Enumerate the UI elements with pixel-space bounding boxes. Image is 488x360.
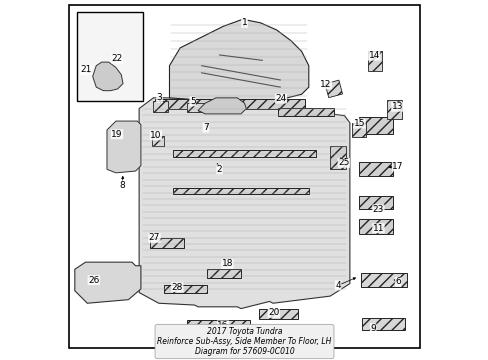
Bar bbox=[278, 108, 333, 116]
Text: 8: 8 bbox=[119, 181, 125, 190]
Text: 12: 12 bbox=[320, 80, 331, 89]
Text: 18: 18 bbox=[221, 260, 233, 269]
Text: 21: 21 bbox=[81, 66, 92, 75]
Text: 20: 20 bbox=[267, 309, 279, 318]
Text: 11: 11 bbox=[372, 224, 384, 233]
Bar bbox=[367, 51, 381, 71]
Bar bbox=[362, 318, 405, 330]
Text: 10: 10 bbox=[150, 131, 162, 140]
Bar bbox=[164, 285, 206, 293]
Bar bbox=[360, 273, 406, 287]
Text: 26: 26 bbox=[88, 275, 99, 284]
Bar bbox=[325, 80, 342, 98]
Text: 19: 19 bbox=[111, 130, 122, 139]
Bar bbox=[155, 99, 305, 109]
Bar bbox=[329, 146, 346, 169]
Text: 6: 6 bbox=[394, 277, 400, 286]
Text: 22: 22 bbox=[111, 54, 122, 63]
Text: 1: 1 bbox=[241, 18, 247, 27]
Bar bbox=[386, 100, 401, 119]
Bar bbox=[358, 162, 392, 176]
Bar bbox=[153, 102, 167, 112]
Text: 24: 24 bbox=[275, 94, 286, 103]
Text: 14: 14 bbox=[368, 51, 379, 60]
Bar bbox=[351, 123, 365, 137]
Text: 28: 28 bbox=[171, 283, 183, 292]
Bar bbox=[77, 12, 142, 102]
Bar bbox=[173, 188, 308, 194]
Bar bbox=[358, 219, 392, 234]
Text: 16: 16 bbox=[217, 321, 228, 330]
Bar bbox=[187, 103, 206, 112]
Bar bbox=[358, 196, 392, 208]
Polygon shape bbox=[93, 62, 123, 91]
Polygon shape bbox=[198, 98, 246, 114]
Polygon shape bbox=[75, 262, 141, 303]
Text: 7: 7 bbox=[203, 123, 208, 132]
Bar bbox=[149, 238, 183, 248]
Text: 9: 9 bbox=[369, 324, 375, 333]
Text: 13: 13 bbox=[391, 102, 402, 111]
Bar bbox=[206, 269, 241, 278]
Bar bbox=[358, 117, 392, 134]
Text: 2: 2 bbox=[216, 165, 222, 174]
Text: 15: 15 bbox=[353, 119, 365, 128]
Text: 27: 27 bbox=[148, 233, 160, 242]
Polygon shape bbox=[107, 121, 141, 173]
Bar bbox=[187, 320, 249, 328]
Bar bbox=[258, 309, 298, 319]
Text: 5: 5 bbox=[189, 97, 195, 106]
Bar bbox=[151, 136, 164, 146]
Polygon shape bbox=[169, 19, 308, 102]
Text: 23: 23 bbox=[372, 205, 384, 214]
Text: 4: 4 bbox=[335, 281, 340, 290]
Text: 2017 Toyota Tundra
Reinforce Sub-Assy, Side Member To Floor, LH
Diagram for 5760: 2017 Toyota Tundra Reinforce Sub-Assy, S… bbox=[157, 327, 331, 356]
Text: 25: 25 bbox=[337, 158, 349, 167]
Text: 3: 3 bbox=[156, 93, 162, 102]
Polygon shape bbox=[139, 94, 349, 309]
Text: 17: 17 bbox=[391, 162, 403, 171]
Bar bbox=[173, 150, 315, 157]
